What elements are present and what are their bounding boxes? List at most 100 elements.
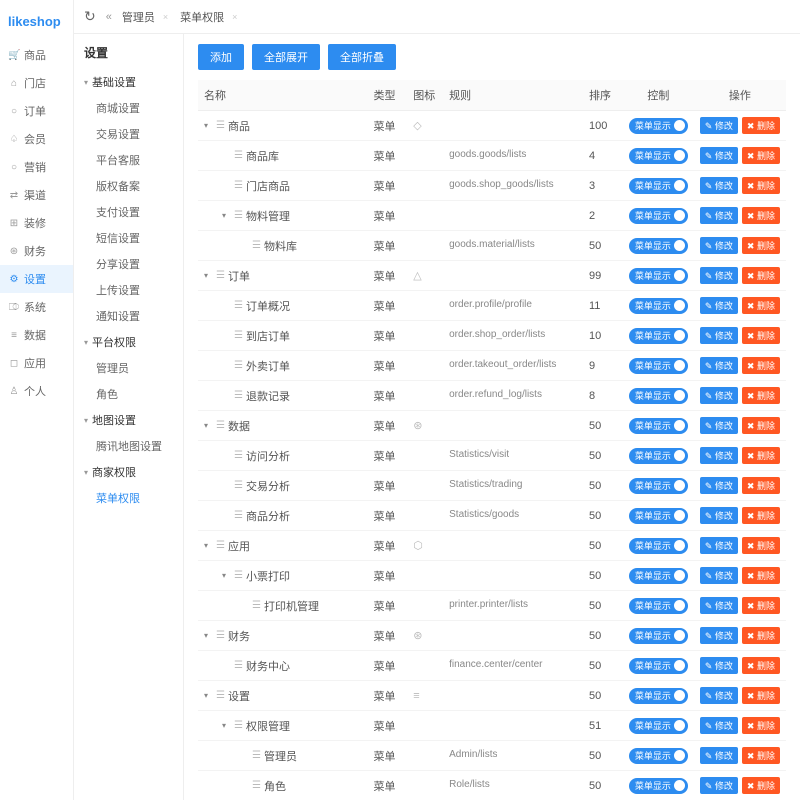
expand-caret-icon[interactable]: ▾ <box>204 691 212 700</box>
nav-item-2[interactable]: ○订单 <box>0 97 73 125</box>
expand-caret-icon[interactable]: ▾ <box>222 211 230 220</box>
edit-button[interactable]: ✎ 修改 <box>700 357 738 374</box>
edit-button[interactable]: ✎ 修改 <box>700 237 738 254</box>
delete-button[interactable]: ✖ 删除 <box>742 597 780 614</box>
visibility-toggle[interactable]: 菜单显示 <box>629 658 688 674</box>
visibility-toggle[interactable]: 菜单显示 <box>629 328 688 344</box>
nav-item-4[interactable]: ○营销 <box>0 153 73 181</box>
visibility-toggle[interactable]: 菜单显示 <box>629 598 688 614</box>
nav-item-1[interactable]: ⌂门店 <box>0 69 73 97</box>
visibility-toggle[interactable]: 菜单显示 <box>629 568 688 584</box>
edit-button[interactable]: ✎ 修改 <box>700 417 738 434</box>
edit-button[interactable]: ✎ 修改 <box>700 147 738 164</box>
visibility-toggle[interactable]: 菜单显示 <box>629 418 688 434</box>
settings-item[interactable]: 腾讯地图设置 <box>74 433 183 459</box>
breadcrumb-item[interactable]: 管理员 <box>122 9 155 25</box>
visibility-toggle[interactable]: 菜单显示 <box>629 178 688 194</box>
edit-button[interactable]: ✎ 修改 <box>700 177 738 194</box>
edit-button[interactable]: ✎ 修改 <box>700 327 738 344</box>
delete-button[interactable]: ✖ 删除 <box>742 297 780 314</box>
delete-button[interactable]: ✖ 删除 <box>742 747 780 764</box>
refresh-icon[interactable]: ↻ <box>84 8 96 25</box>
settings-item[interactable]: 短信设置 <box>74 225 183 251</box>
visibility-toggle[interactable]: 菜单显示 <box>629 208 688 224</box>
expand-caret-icon[interactable]: ▾ <box>204 121 212 130</box>
delete-button[interactable]: ✖ 删除 <box>742 357 780 374</box>
expand-caret-icon[interactable]: ▾ <box>204 271 212 280</box>
expand-caret-icon[interactable]: ▾ <box>222 721 230 730</box>
delete-button[interactable]: ✖ 删除 <box>742 267 780 284</box>
edit-button[interactable]: ✎ 修改 <box>700 117 738 134</box>
settings-item[interactable]: 商城设置 <box>74 95 183 121</box>
delete-button[interactable]: ✖ 删除 <box>742 687 780 704</box>
settings-item[interactable]: 上传设置 <box>74 277 183 303</box>
delete-button[interactable]: ✖ 删除 <box>742 387 780 404</box>
edit-button[interactable]: ✎ 修改 <box>700 537 738 554</box>
edit-button[interactable]: ✎ 修改 <box>700 777 738 794</box>
visibility-toggle[interactable]: 菜单显示 <box>629 538 688 554</box>
add-button[interactable]: 添加 <box>198 44 244 70</box>
visibility-toggle[interactable]: 菜单显示 <box>629 778 688 794</box>
close-icon[interactable]: × <box>232 12 237 22</box>
edit-button[interactable]: ✎ 修改 <box>700 597 738 614</box>
nav-item-10[interactable]: ≡数据 <box>0 321 73 349</box>
delete-button[interactable]: ✖ 删除 <box>742 147 780 164</box>
settings-item[interactable]: 通知设置 <box>74 303 183 329</box>
settings-item[interactable]: 管理员 <box>74 355 183 381</box>
delete-button[interactable]: ✖ 删除 <box>742 567 780 584</box>
settings-item[interactable]: 分享设置 <box>74 251 183 277</box>
visibility-toggle[interactable]: 菜单显示 <box>629 118 688 134</box>
delete-button[interactable]: ✖ 删除 <box>742 327 780 344</box>
nav-item-6[interactable]: ⊞装修 <box>0 209 73 237</box>
visibility-toggle[interactable]: 菜单显示 <box>629 718 688 734</box>
settings-item[interactable]: 支付设置 <box>74 199 183 225</box>
settings-item[interactable]: 平台客服 <box>74 147 183 173</box>
visibility-toggle[interactable]: 菜单显示 <box>629 748 688 764</box>
close-icon[interactable]: × <box>163 12 168 22</box>
settings-group-head[interactable]: 地图设置 <box>74 407 183 433</box>
delete-button[interactable]: ✖ 删除 <box>742 627 780 644</box>
edit-button[interactable]: ✎ 修改 <box>700 747 738 764</box>
visibility-toggle[interactable]: 菜单显示 <box>629 298 688 314</box>
nav-item-8[interactable]: ⚙设置 <box>0 265 73 293</box>
nav-item-3[interactable]: ♤会员 <box>0 125 73 153</box>
edit-button[interactable]: ✎ 修改 <box>700 267 738 284</box>
nav-item-11[interactable]: ◻应用 <box>0 349 73 377</box>
visibility-toggle[interactable]: 菜单显示 <box>629 238 688 254</box>
settings-item[interactable]: 版权备案 <box>74 173 183 199</box>
edit-button[interactable]: ✎ 修改 <box>700 447 738 464</box>
edit-button[interactable]: ✎ 修改 <box>700 387 738 404</box>
nav-item-7[interactable]: ⊛财务 <box>0 237 73 265</box>
settings-group-head[interactable]: 基础设置 <box>74 69 183 95</box>
edit-button[interactable]: ✎ 修改 <box>700 657 738 674</box>
expand-caret-icon[interactable]: ▾ <box>204 421 212 430</box>
settings-item[interactable]: 菜单权限 <box>74 485 183 511</box>
nav-item-5[interactable]: ⇄渠道 <box>0 181 73 209</box>
delete-button[interactable]: ✖ 删除 <box>742 237 780 254</box>
delete-button[interactable]: ✖ 删除 <box>742 537 780 554</box>
edit-button[interactable]: ✎ 修改 <box>700 207 738 224</box>
visibility-toggle[interactable]: 菜单显示 <box>629 268 688 284</box>
expand-caret-icon[interactable]: ▾ <box>222 571 230 580</box>
visibility-toggle[interactable]: 菜单显示 <box>629 628 688 644</box>
delete-button[interactable]: ✖ 删除 <box>742 417 780 434</box>
settings-item[interactable]: 交易设置 <box>74 121 183 147</box>
edit-button[interactable]: ✎ 修改 <box>700 567 738 584</box>
nav-item-12[interactable]: ♙个人 <box>0 377 73 405</box>
expand-all-button[interactable]: 全部展开 <box>252 44 320 70</box>
expand-caret-icon[interactable]: ▾ <box>204 541 212 550</box>
visibility-toggle[interactable]: 菜单显示 <box>629 388 688 404</box>
collapse-icon[interactable]: « <box>106 11 112 23</box>
visibility-toggle[interactable]: 菜单显示 <box>629 478 688 494</box>
nav-item-9[interactable]: ⎄系统 <box>0 293 73 321</box>
delete-button[interactable]: ✖ 删除 <box>742 207 780 224</box>
settings-group-head[interactable]: 商家权限 <box>74 459 183 485</box>
edit-button[interactable]: ✎ 修改 <box>700 627 738 644</box>
expand-caret-icon[interactable]: ▾ <box>204 631 212 640</box>
visibility-toggle[interactable]: 菜单显示 <box>629 448 688 464</box>
delete-button[interactable]: ✖ 删除 <box>742 177 780 194</box>
breadcrumb-item[interactable]: 菜单权限 <box>180 9 224 25</box>
edit-button[interactable]: ✎ 修改 <box>700 507 738 524</box>
delete-button[interactable]: ✖ 删除 <box>742 477 780 494</box>
edit-button[interactable]: ✎ 修改 <box>700 477 738 494</box>
